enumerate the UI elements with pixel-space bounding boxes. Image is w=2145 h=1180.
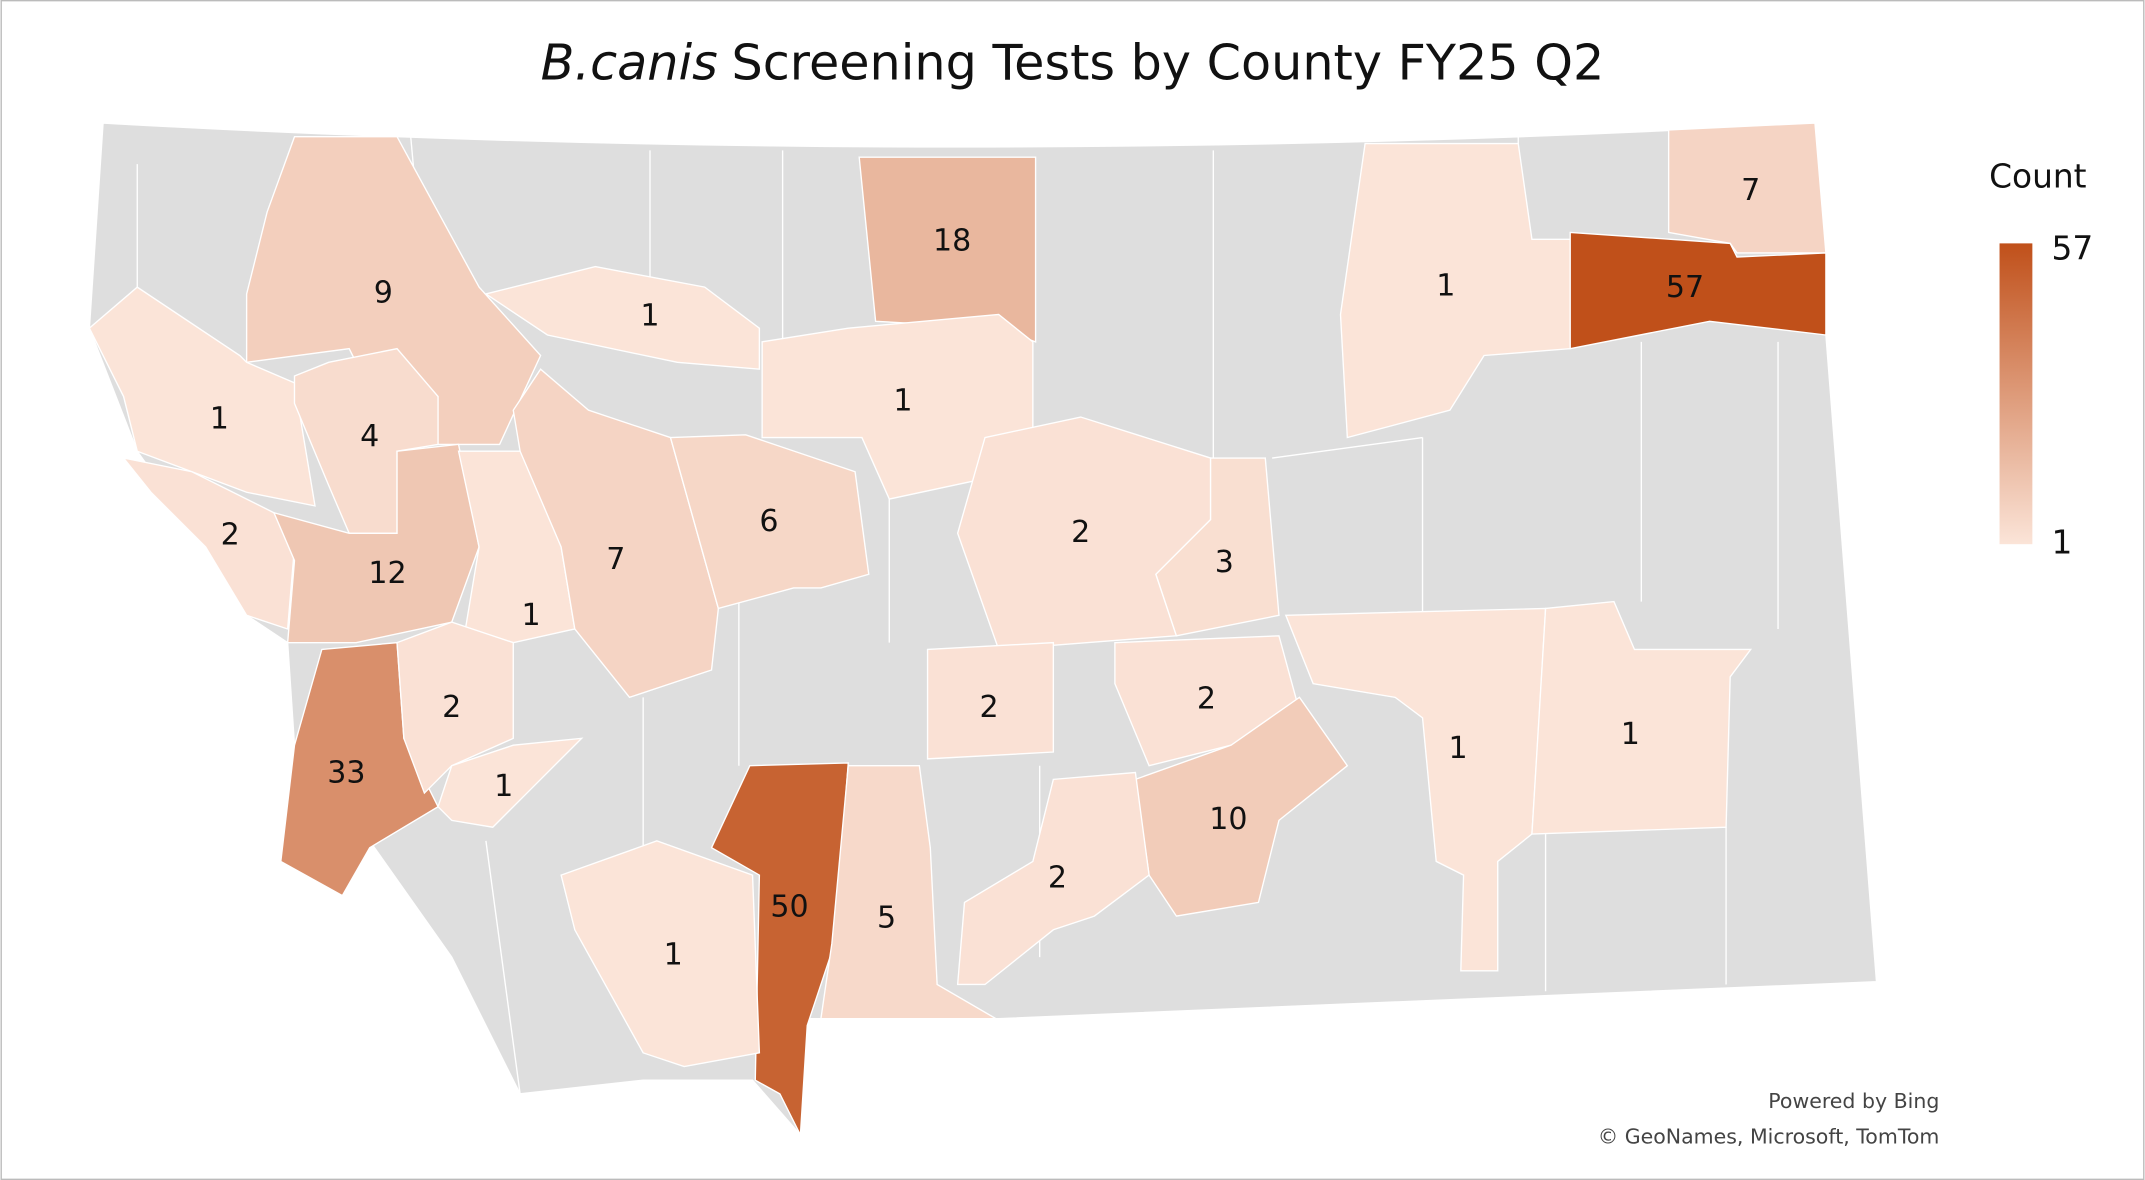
county-region — [820, 765, 999, 1020]
county-value-label: 1 — [494, 769, 513, 804]
county-region — [245, 136, 542, 446]
title-italic: B.canis — [541, 33, 718, 91]
county-value-label: 1 — [1621, 717, 1640, 752]
county-value-label: 1 — [1436, 269, 1455, 304]
county-value-label: 1 — [1449, 731, 1468, 766]
county-value-label: 6 — [759, 504, 778, 539]
county-region — [560, 840, 761, 1068]
county-region — [1531, 600, 1753, 835]
county-value-label: 7 — [1741, 173, 1760, 208]
legend-title: Count — [1989, 157, 2087, 195]
county-region — [1667, 122, 1827, 254]
county-region — [437, 737, 584, 828]
attribution: © GeoNames, Microsoft, TomTom — [1598, 1125, 1940, 1149]
county-value-label: 50 — [770, 889, 808, 924]
county-region — [121, 457, 296, 630]
county-region — [396, 621, 514, 795]
county-value-label: 1 — [521, 598, 540, 633]
county-value-label: 1 — [640, 299, 659, 334]
regions — [88, 122, 1827, 1138]
title-text: Screening Tests by County FY25 Q2 — [731, 33, 1604, 91]
county-region — [1339, 142, 1571, 439]
county-value-label: 7 — [606, 542, 625, 577]
county-value-label: 2 — [980, 690, 999, 725]
county-region — [484, 265, 761, 370]
county-region — [669, 434, 870, 610]
county-value-label: 57 — [1666, 270, 1704, 305]
attribution: Powered by Bing — [1768, 1089, 1939, 1113]
county-region — [512, 368, 720, 699]
legend-max-label: 57 — [2052, 230, 2094, 268]
county-region — [956, 771, 1150, 986]
county-value-label: 2 — [1048, 861, 1067, 896]
county-region — [88, 286, 316, 507]
county-region — [1134, 696, 1349, 917]
county-region — [1155, 457, 1280, 637]
county-value-label: 18 — [933, 224, 971, 259]
county-value-label: 4 — [360, 419, 379, 454]
county-value-label: 33 — [327, 755, 365, 790]
county-value-label: 3 — [1215, 545, 1234, 580]
county-region — [926, 641, 1055, 760]
county-value-label: 1 — [664, 937, 683, 972]
county-value-label: 12 — [368, 556, 406, 591]
county-value-label: 9 — [374, 275, 393, 310]
county-value-label: 2 — [221, 517, 240, 552]
county-value-label: 5 — [877, 900, 896, 935]
county-value-label: 2 — [442, 690, 461, 725]
county-value-label: 1 — [893, 383, 912, 418]
county-region — [1569, 231, 1827, 350]
county-value-label: 2 — [1071, 515, 1090, 550]
county-value-label: 10 — [1209, 802, 1247, 837]
chart-title: B.canis Screening Tests by County FY25 Q2 — [541, 33, 1605, 91]
county-value-label: 2 — [1197, 682, 1216, 717]
county-value-label: 1 — [210, 401, 229, 436]
legend-gradient — [1999, 243, 2033, 545]
legend-min-label: 1 — [2052, 524, 2073, 562]
